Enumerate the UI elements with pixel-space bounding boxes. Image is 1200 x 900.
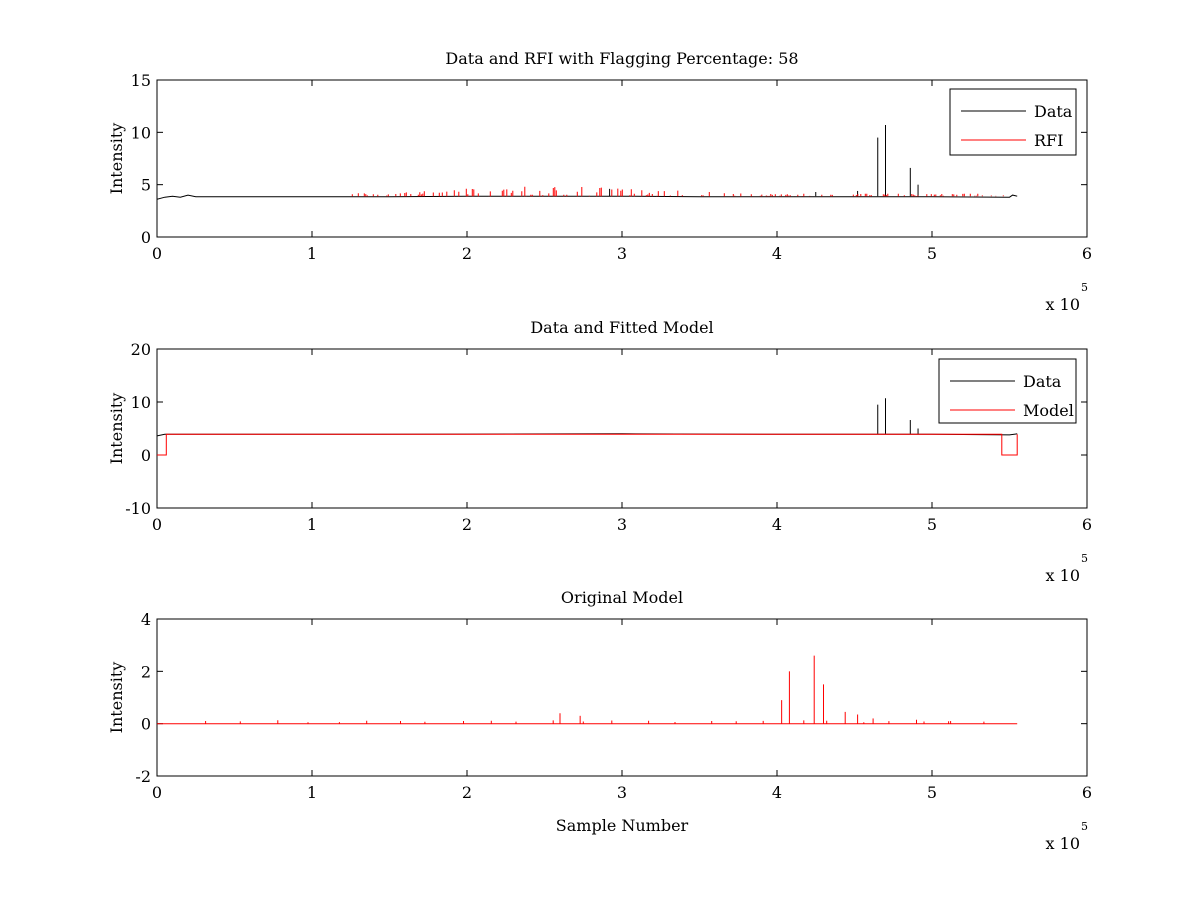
x-multiplier-exponent: 5 bbox=[1081, 820, 1088, 833]
y-tick-label: 2 bbox=[141, 662, 151, 681]
y-tick-label: 4 bbox=[141, 610, 151, 629]
y-tick-label: 20 bbox=[131, 340, 151, 359]
legend-box bbox=[949, 88, 1077, 156]
x-tick-label: 4 bbox=[772, 515, 782, 534]
plot-area bbox=[157, 125, 1018, 200]
x-tick-label: 2 bbox=[462, 515, 472, 534]
legend-label-rfi: RFI bbox=[1034, 131, 1063, 150]
y-tick-label: 15 bbox=[131, 71, 151, 90]
x-tick-label: 2 bbox=[462, 783, 472, 802]
x-tick-label: 6 bbox=[1082, 783, 1092, 802]
x-tick-label: 6 bbox=[1082, 515, 1092, 534]
plot-area bbox=[157, 655, 1018, 725]
y-tick-label: 10 bbox=[131, 393, 151, 412]
x-tick-label: 1 bbox=[307, 515, 317, 534]
series-model-noise bbox=[205, 720, 985, 724]
x-multiplier-label: x 10 bbox=[1046, 834, 1080, 853]
series-rfi-trace bbox=[351, 186, 1004, 197]
series-data-line bbox=[157, 194, 1018, 200]
y-tick-label: 0 bbox=[141, 446, 151, 465]
axes-box bbox=[156, 618, 1088, 777]
legend-label-data: Data bbox=[1034, 102, 1073, 121]
x-tick-label: 5 bbox=[927, 515, 937, 534]
x-multiplier-exponent: 5 bbox=[1081, 552, 1088, 565]
y-tick-label: 10 bbox=[131, 123, 151, 142]
x-multiplier-label: x 10 bbox=[1046, 566, 1080, 585]
axes-box bbox=[156, 79, 1088, 238]
legend-label-data: Data bbox=[1023, 372, 1062, 391]
plot-area bbox=[157, 398, 1018, 456]
x-tick-label: 0 bbox=[152, 783, 162, 802]
x-tick-label: 6 bbox=[1082, 244, 1092, 263]
x-tick-label: 1 bbox=[307, 783, 317, 802]
legend-label-model: Model bbox=[1023, 401, 1074, 420]
y-tick-label: 5 bbox=[141, 176, 151, 195]
subplot-1: 0 1 2 3 4 5 6 0 5 10 15 Data and RFI with Flagging … bbox=[107, 49, 1092, 314]
chart-title: Data and RFI with Flagging Percentage: 5… bbox=[445, 49, 798, 68]
chart-title: Data and Fitted Model bbox=[530, 318, 713, 337]
x-multiplier-label: x 10 bbox=[1046, 295, 1080, 314]
y-tick-label: -2 bbox=[135, 767, 151, 786]
series-model-line bbox=[157, 433, 1018, 456]
x-axis-label: Sample Number bbox=[556, 816, 689, 835]
y-tick-label: -10 bbox=[125, 499, 151, 518]
x-tick-label: 4 bbox=[772, 244, 782, 263]
x-tick-label: 5 bbox=[927, 244, 937, 263]
y-tick-label: 0 bbox=[141, 715, 151, 734]
x-tick-label: 3 bbox=[617, 783, 627, 802]
chart-title: Original Model bbox=[561, 588, 683, 607]
x-tick-label: 3 bbox=[617, 244, 627, 263]
x-tick-label: 5 bbox=[927, 783, 937, 802]
y-axis-label: Intensity bbox=[107, 662, 126, 734]
y-axis-label: Intensity bbox=[107, 393, 126, 465]
x-tick-label: 1 bbox=[307, 244, 317, 263]
legend: Data Model bbox=[938, 358, 1077, 424]
x-multiplier-exponent: 5 bbox=[1081, 281, 1088, 294]
x-tick-label: 0 bbox=[152, 515, 162, 534]
legend: Data RFI bbox=[949, 88, 1077, 156]
x-tick-label: 2 bbox=[462, 244, 472, 263]
x-tick-label: 0 bbox=[152, 244, 162, 263]
legend-box bbox=[938, 358, 1077, 424]
x-tick-label: 4 bbox=[772, 783, 782, 802]
axes-box bbox=[156, 348, 1088, 509]
x-tick-label: 3 bbox=[617, 515, 627, 534]
y-tick-label: 0 bbox=[141, 228, 151, 247]
y-axis-label: Intensity bbox=[107, 123, 126, 195]
